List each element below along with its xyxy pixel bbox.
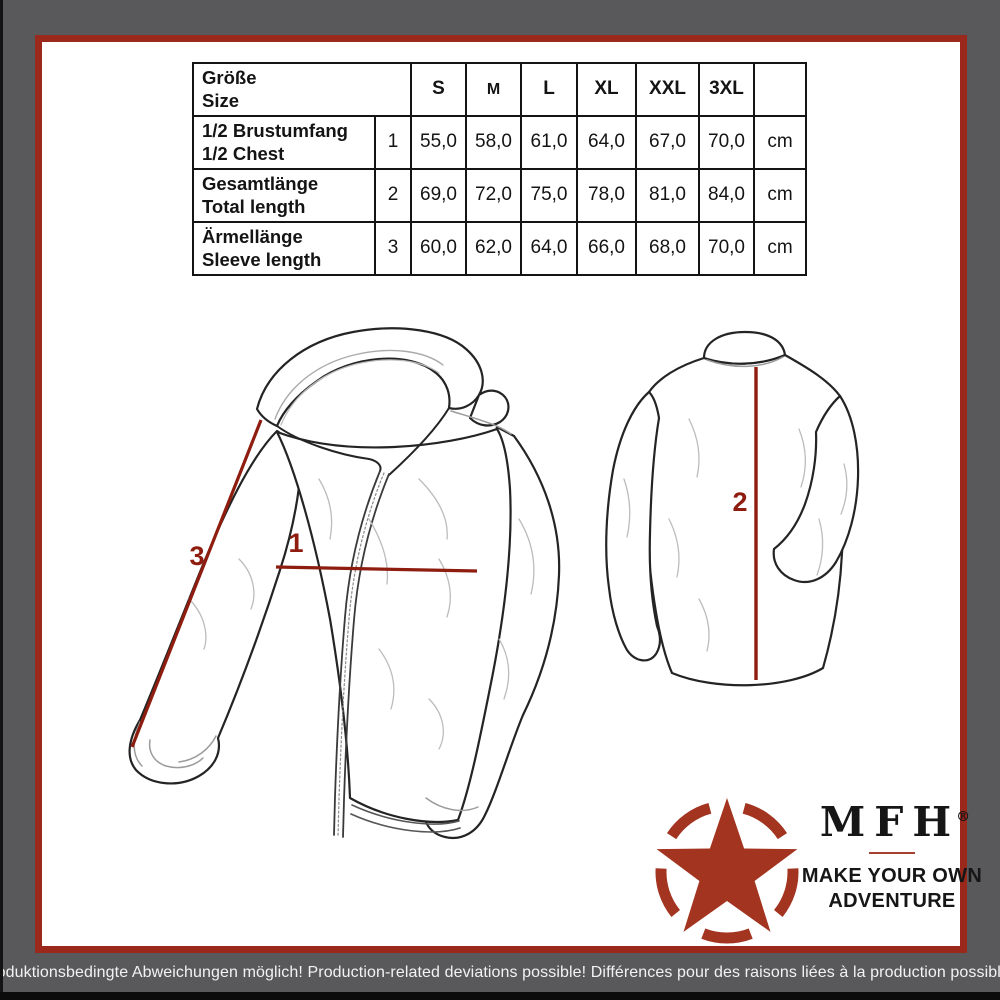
row-index: 2 bbox=[374, 168, 412, 223]
value-cell: 60,0 bbox=[410, 221, 467, 276]
table-row-total-length: Gesamtlänge Total length 2 69,0 72,0 75,… bbox=[192, 168, 807, 223]
row-label-cell: 1/2 Brustumfang 1/2 Chest bbox=[192, 115, 376, 170]
value-cell: 67,0 bbox=[635, 115, 700, 170]
value-cell: 61,0 bbox=[520, 115, 578, 170]
sleeve-measure-label: 3 bbox=[189, 541, 204, 571]
mfh-star-icon bbox=[655, 798, 799, 944]
content-panel: 1 3 2 bbox=[35, 35, 982, 953]
unit-header-cell bbox=[753, 62, 807, 117]
value-cell: 70,0 bbox=[698, 115, 755, 170]
row-label-de: 1/2 Brustumfang bbox=[202, 120, 348, 142]
sleeve-measure-line bbox=[130, 419, 263, 748]
size-header-m: M bbox=[465, 62, 522, 117]
table-header-row: Größe Size S M L XL XXL 3XL bbox=[192, 62, 807, 117]
tagline-line2: ADVENTURE bbox=[828, 890, 956, 912]
jacket-front-drawing bbox=[128, 327, 561, 839]
header-label-de: Größe bbox=[202, 67, 257, 89]
size-header-3xl: 3XL bbox=[698, 62, 755, 117]
left-edge-line bbox=[0, 0, 3, 1000]
row-label-de: Gesamtlänge bbox=[202, 173, 319, 195]
row-label-en: 1/2 Chest bbox=[202, 142, 285, 164]
mfh-logo: MFH® MAKE YOUR OWN ADVENTURE bbox=[797, 802, 987, 914]
value-cell: 72,0 bbox=[465, 168, 522, 223]
value-cell: 68,0 bbox=[635, 221, 700, 276]
row-label-de: Ärmellänge bbox=[202, 226, 303, 248]
bottom-edge-line bbox=[0, 992, 1000, 1000]
brand-divider bbox=[869, 852, 915, 854]
unit-cell: cm bbox=[753, 115, 807, 170]
value-cell: 81,0 bbox=[635, 168, 700, 223]
registered-mark: ® bbox=[956, 809, 971, 826]
row-label-cell: Gesamtlänge Total length bbox=[192, 168, 376, 223]
size-header-xl: XL bbox=[576, 62, 637, 117]
disclaimer-bar: Produktionsbedingte Abweichungen möglich… bbox=[0, 953, 1000, 992]
jacket-back-drawing bbox=[605, 330, 860, 687]
row-index: 1 bbox=[374, 115, 412, 170]
value-cell: 78,0 bbox=[576, 168, 637, 223]
row-label-en: Total length bbox=[202, 195, 306, 217]
brand-text: MFH bbox=[819, 798, 961, 846]
chest-measure-label: 1 bbox=[288, 528, 303, 558]
jacket-front-details bbox=[133, 349, 535, 838]
value-cell: 70,0 bbox=[698, 221, 755, 276]
disclaimer-text: Produktionsbedingte Abweichungen möglich… bbox=[0, 963, 1000, 981]
chest-measure-line bbox=[275, 565, 478, 573]
unit-cell: cm bbox=[753, 221, 807, 276]
length-measure-label: 2 bbox=[732, 487, 747, 517]
measurement-marks: 1 3 2 bbox=[130, 367, 758, 748]
brand-name: MFH® bbox=[803, 802, 987, 843]
jacket-back-details bbox=[623, 356, 848, 652]
header-label-cell: Größe Size bbox=[192, 62, 412, 117]
value-cell: 64,0 bbox=[520, 221, 578, 276]
value-cell: 58,0 bbox=[465, 115, 522, 170]
value-cell: 69,0 bbox=[410, 168, 467, 223]
size-header-l: L bbox=[520, 62, 578, 117]
size-header-xxl: XXL bbox=[635, 62, 700, 117]
value-cell: 84,0 bbox=[698, 168, 755, 223]
row-label-cell: Ärmellänge Sleeve length bbox=[192, 221, 376, 276]
tagline-line1: MAKE YOUR OWN bbox=[801, 865, 983, 887]
size-table: Größe Size S M L XL XXL 3XL 1/2 Brustumf… bbox=[192, 62, 807, 276]
size-header-s: S bbox=[410, 62, 467, 117]
table-row-chest: 1/2 Brustumfang 1/2 Chest 1 55,0 58,0 61… bbox=[192, 115, 807, 170]
header-label-en: Size bbox=[202, 89, 240, 111]
value-cell: 62,0 bbox=[465, 221, 522, 276]
value-cell: 75,0 bbox=[520, 168, 578, 223]
value-cell: 64,0 bbox=[576, 115, 637, 170]
row-label-en: Sleeve length bbox=[202, 248, 322, 270]
table-row-sleeve-length: Ärmellänge Sleeve length 3 60,0 62,0 64,… bbox=[192, 221, 807, 276]
unit-cell: cm bbox=[753, 168, 807, 223]
value-cell: 55,0 bbox=[410, 115, 467, 170]
row-index: 3 bbox=[374, 221, 412, 276]
value-cell: 66,0 bbox=[576, 221, 637, 276]
jacket-measurement-illustration: 1 3 2 bbox=[128, 327, 860, 944]
